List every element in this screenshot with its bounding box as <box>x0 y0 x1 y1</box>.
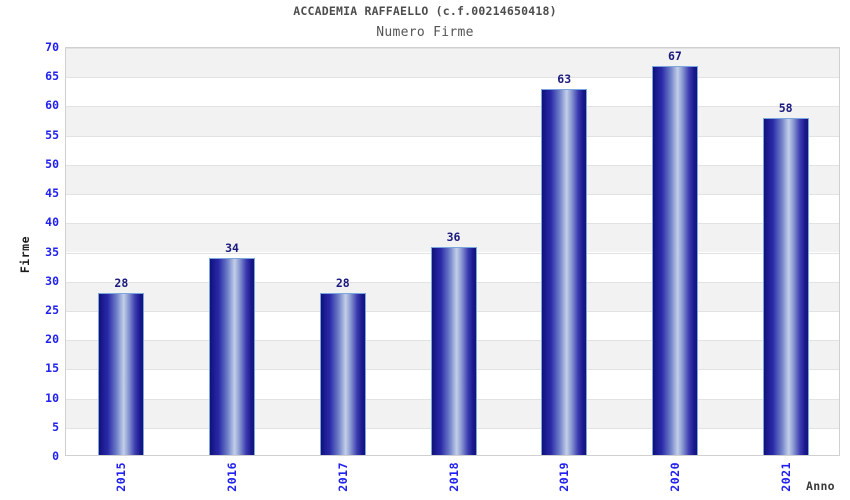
y-axis-tick-label: 70 <box>45 40 59 54</box>
bar[interactable] <box>319 293 366 455</box>
gridline <box>66 164 839 166</box>
x-axis-title: Anno <box>806 479 835 493</box>
bar[interactable] <box>209 258 256 455</box>
bar-value-label: 36 <box>446 229 461 244</box>
y-axis-tick-label: 5 <box>52 419 59 434</box>
y-axis-tick-label: 15 <box>45 361 59 376</box>
chart-subtitle: Numero Firme <box>376 25 474 40</box>
bar-value-label: 34 <box>225 241 239 256</box>
y-axis-tick-label: 65 <box>45 69 59 84</box>
plot-background-band <box>66 106 839 136</box>
y-axis-tick-label: 50 <box>45 156 59 171</box>
x-axis-tick-label: 2015 <box>114 462 129 492</box>
bar[interactable] <box>541 88 588 455</box>
x-axis-tick-label: 2019 <box>557 462 572 492</box>
y-axis-tick-label: 25 <box>45 302 59 317</box>
gridline <box>66 48 839 49</box>
y-axis-tick-label: 10 <box>45 390 59 405</box>
gridline <box>66 135 839 137</box>
gridline <box>66 223 839 225</box>
x-axis-tick-label: 2020 <box>667 462 682 492</box>
gridline <box>66 194 839 196</box>
y-axis-tick-label: 55 <box>45 127 59 142</box>
bar-value-label: 58 <box>778 101 793 116</box>
y-axis-tick-label: 20 <box>45 332 59 347</box>
y-axis-tick-label: 40 <box>45 215 59 230</box>
y-axis-title: Firme <box>18 236 32 274</box>
x-axis-tick-label: 2018 <box>446 462 461 492</box>
bar-value-label: 63 <box>557 71 572 86</box>
plot-background-band <box>66 48 839 78</box>
y-axis-tick-label: 30 <box>45 273 59 288</box>
bar-value-label: 28 <box>114 276 129 291</box>
gridline <box>66 106 839 108</box>
x-axis-tick-label: 2021 <box>778 462 793 492</box>
plot-background-band <box>66 164 839 195</box>
bar[interactable] <box>430 246 477 455</box>
bar-value-label: 67 <box>667 48 682 63</box>
y-axis-tick-label: 0 <box>52 449 59 463</box>
plot-area: 28 34 28 36 63 67 58 <box>65 47 840 456</box>
x-axis-tick-label: 2016 <box>225 462 240 492</box>
bar-value-label: 28 <box>335 276 350 291</box>
bar[interactable] <box>98 293 145 455</box>
x-axis-tick-label: 2017 <box>335 462 350 492</box>
gridline <box>66 77 839 79</box>
y-axis-tick-label: 60 <box>45 98 59 113</box>
y-axis-tick-label: 35 <box>45 244 59 259</box>
y-axis-tick-labels: 0 5 10 15 20 25 30 35 40 45 50 55 60 65 70 <box>0 0 59 500</box>
chart-title: ACCADEMIA RAFFAELLO (c.f.00214650418) <box>293 4 557 18</box>
bar[interactable] <box>762 118 809 455</box>
bar[interactable] <box>651 65 698 455</box>
y-axis-tick-label: 45 <box>45 186 59 201</box>
